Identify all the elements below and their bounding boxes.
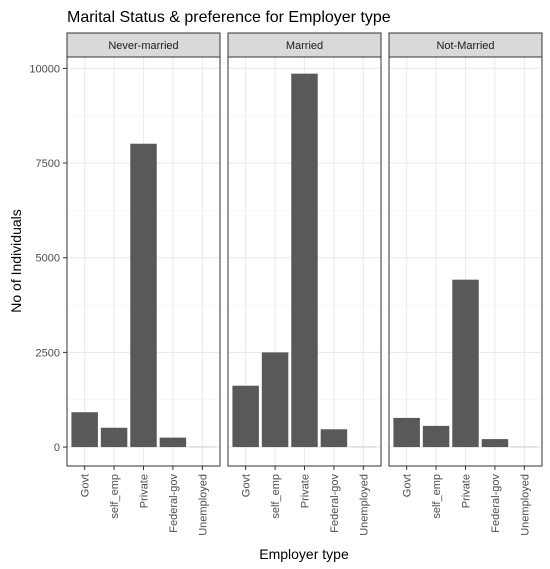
y-tick-label: 7500: [36, 158, 60, 170]
panel-never-married: Never-married Govt self_emp Private Federal-…: [66, 32, 221, 536]
x-tick-label: Federal-gov: [168, 474, 180, 533]
x-tick-label: self_emp: [431, 474, 443, 519]
x-tick-label: Unemployed: [197, 474, 209, 536]
facet-strip-label: Never-married: [108, 40, 178, 52]
x-tick-label: self_emp: [270, 474, 282, 519]
x-tick-label: Private: [300, 474, 312, 508]
facet-strip-label: Not-Married: [436, 40, 494, 52]
bar-not-married-federal-gov: [481, 439, 509, 448]
y-tick-label: 0: [54, 442, 60, 454]
x-tick-label: Private: [461, 474, 473, 508]
chart-panels: Never-married Govt self_emp Private Federal-…: [66, 32, 543, 536]
x-tick-label: Federal-gov: [329, 474, 341, 533]
bar-not-married-private: [452, 279, 479, 448]
bar-never-married-govt: [71, 412, 98, 448]
bar-never-married-federal-gov: [159, 437, 187, 448]
bar-married-govt: [232, 385, 259, 448]
y-tick-label: 10000: [29, 63, 60, 75]
x-tick-label: Govt: [402, 474, 414, 497]
chart-title: Marital Status & preference for Employer…: [67, 9, 391, 26]
bar-not-married-govt: [393, 417, 420, 448]
x-tick-label: Govt: [241, 474, 253, 497]
facet-strip: [388, 32, 543, 58]
y-tick-label: 5000: [36, 253, 60, 265]
facet-strip: [66, 32, 221, 58]
bar-never-married-private: [130, 143, 157, 448]
x-tick-label: self_emp: [109, 474, 121, 519]
x-tick-label: Unemployed: [358, 474, 370, 536]
bar-married-private: [291, 73, 318, 448]
facet-strip: [227, 32, 382, 58]
bar-never-married-self_emp: [100, 427, 128, 448]
y-axis: 0 2500 5000 7500 10000: [29, 63, 67, 454]
x-tick-label: Federal-gov: [490, 474, 502, 533]
panel-married: Married Govt self_emp Private Federal-gov Une…: [227, 32, 382, 536]
x-tick-label: Private: [139, 474, 151, 508]
x-axis-title: Employer type: [259, 546, 349, 562]
bar-not-married-self_emp: [422, 425, 450, 448]
panel-not-married: Not-Married Govt self_emp Private Federal-go…: [388, 32, 543, 536]
y-axis-title: No of Individuals: [8, 209, 24, 313]
facet-strip-label: Married: [286, 40, 323, 52]
bar-married-federal-gov: [320, 429, 348, 448]
bar-married-self_emp: [261, 352, 289, 448]
x-tick-label: Unemployed: [519, 474, 531, 536]
x-tick-label: Govt: [80, 474, 92, 497]
y-tick-label: 2500: [36, 347, 60, 359]
